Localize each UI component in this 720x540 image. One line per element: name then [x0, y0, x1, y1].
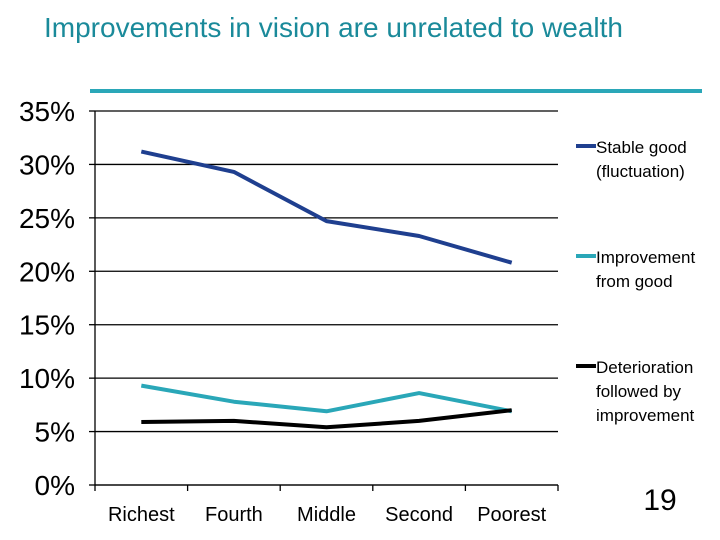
slide-title: Improvements in vision are unrelated to … — [44, 12, 623, 43]
y-tick-label: 10% — [19, 363, 75, 394]
page-number: 19 — [643, 484, 677, 517]
legend-label: followed by — [596, 382, 682, 401]
x-tick-label: Fourth — [205, 504, 263, 526]
legend-label: from good — [596, 272, 673, 291]
legend-label: (fluctuation) — [596, 162, 685, 181]
y-tick-label: 15% — [19, 310, 75, 341]
legend-label: Deterioration — [596, 358, 693, 377]
x-tick-label: Middle — [297, 504, 356, 526]
series-line-1 — [140, 149, 513, 265]
y-tick-label: 5% — [35, 417, 75, 448]
y-tick-label: 25% — [19, 203, 75, 234]
title-divider — [90, 89, 702, 93]
y-tick-label: 20% — [19, 256, 75, 287]
y-tick-label: 35% — [19, 96, 75, 127]
series-line-3 — [141, 408, 512, 430]
series-line-2 — [140, 383, 513, 414]
y-tick-label: 0% — [35, 470, 75, 501]
x-tick-label: Richest — [108, 504, 175, 526]
x-tick-label: Second — [385, 504, 453, 526]
legend-label: improvement — [596, 406, 695, 425]
legend-label: Stable good — [596, 138, 687, 157]
x-tick-label: Poorest — [477, 504, 546, 526]
y-tick-label: 30% — [19, 149, 75, 180]
legend-label: Improvement — [596, 248, 695, 267]
